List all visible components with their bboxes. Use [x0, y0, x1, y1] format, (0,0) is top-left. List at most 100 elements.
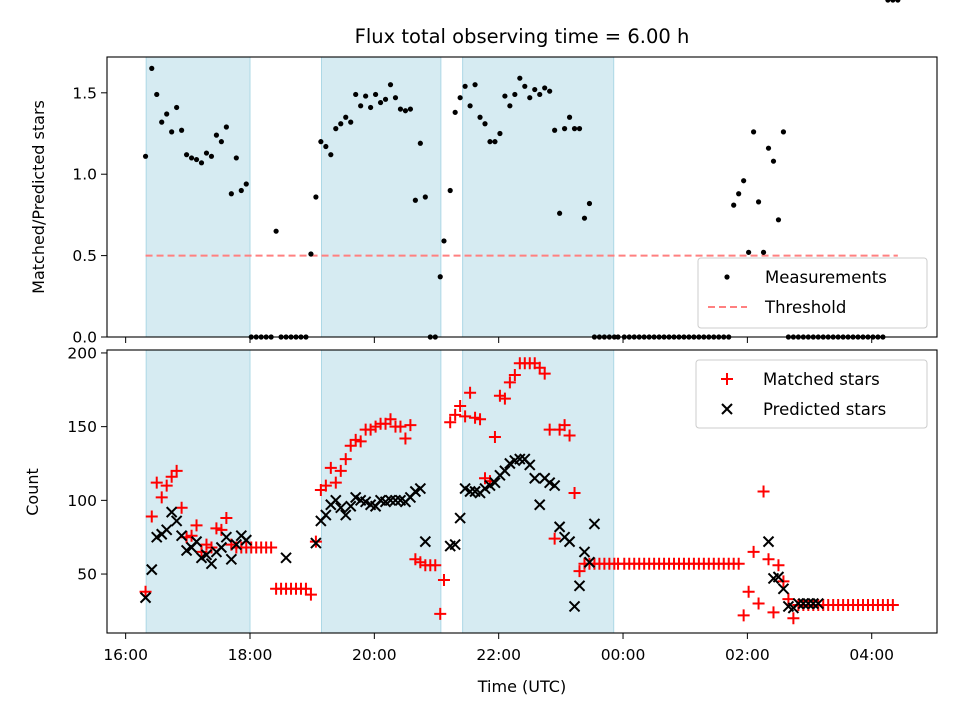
predicted-star-point: [230, 538, 243, 551]
measurement-point: [193, 156, 200, 163]
matched-star-point: [757, 485, 770, 498]
matched-star-point: [573, 565, 586, 578]
measurement-point: [154, 91, 160, 98]
measurement-point: [497, 130, 503, 137]
matched-star-point: [265, 541, 278, 554]
measurement-point: [372, 91, 379, 98]
matched-star-point: [434, 607, 447, 620]
measurement-point: [532, 86, 538, 93]
matched-star-point: [732, 557, 745, 570]
predicted-star-point: [175, 530, 188, 542]
matched-star-point: [170, 464, 183, 477]
matched-star-point: [538, 367, 551, 380]
measurement-point: [437, 274, 443, 280]
matched-star-point: [394, 420, 407, 433]
measurement-point: [382, 96, 389, 102]
matched-star-point: [139, 585, 152, 598]
measurement-point: [492, 139, 498, 145]
matched-star-point: [220, 512, 233, 525]
top-y-tick-label: 1.5: [72, 84, 97, 102]
matched-star-point: [474, 413, 487, 426]
measurement-point: [457, 95, 463, 101]
predicted-star-point: [553, 521, 566, 533]
measurement-point: [731, 202, 737, 208]
measurement-point: [313, 194, 319, 200]
measurement-point: [213, 132, 220, 138]
measurement-point: [348, 119, 354, 125]
measurement-point: [586, 200, 593, 207]
matched-star-point: [737, 609, 750, 622]
measurement-point: [318, 139, 324, 145]
bottom-y-tick-label: 50: [77, 566, 97, 584]
measurement-point: [392, 95, 399, 101]
measurement-point: [223, 124, 229, 130]
measurement-point: [487, 139, 493, 145]
top-x-ticks: [125, 337, 873, 343]
predicted-star-point: [588, 518, 601, 530]
predicted-star-point: [578, 546, 591, 558]
matched-star-point: [752, 597, 765, 610]
matched-star-point: [175, 501, 188, 514]
matched-star-point: [334, 464, 347, 477]
legend-predicted-marker: [721, 403, 733, 415]
measurement-point: [412, 197, 418, 203]
predicted-star-point: [146, 563, 158, 576]
legend-measurements-label: Measurements: [765, 268, 887, 287]
measurement-point: [502, 93, 508, 99]
x-tick-label: 02:00: [725, 646, 770, 664]
matched-star-point: [558, 419, 571, 432]
top-shade-2: [462, 56, 615, 338]
measurement-point: [159, 119, 165, 125]
legend-matched-label: Matched stars: [763, 370, 880, 389]
measurement-point: [452, 109, 458, 115]
measurement-point: [890, 0, 896, 3]
measurement-point: [552, 127, 558, 133]
predicted-star-point: [165, 506, 178, 518]
measurement-point: [482, 121, 488, 127]
matched-star-point: [404, 419, 417, 432]
predicted-star-point: [797, 597, 810, 610]
measurement-point: [576, 126, 583, 132]
matched-star-point: [508, 369, 521, 382]
matched-star-point: [319, 479, 332, 492]
predicted-star-point: [573, 580, 586, 592]
bottom-axes-frame: [106, 349, 938, 634]
measurement-point: [566, 114, 573, 120]
measurement-point: [542, 85, 548, 91]
x-tick-label: 22:00: [476, 646, 521, 664]
measurement-point: [765, 145, 772, 151]
matched-star-point: [767, 606, 780, 619]
measurement-point: [397, 106, 404, 112]
predicted-star-point: [139, 591, 152, 604]
top-y-ticks: 0.0 0.5 1.0 1.5: [72, 84, 107, 347]
measurement-point: [557, 210, 563, 216]
top-y-tick-label: 0.0: [72, 329, 97, 347]
chart-title: Flux total observing time = 6.00 h: [355, 25, 690, 48]
predicted-star-point: [568, 600, 581, 613]
top-y-axis-label: Matched/Predicted stars: [29, 100, 48, 294]
measurement-point: [736, 191, 742, 197]
top-shade-0: [145, 56, 251, 338]
measurement-point: [507, 103, 513, 109]
measurement-point: [183, 152, 190, 158]
measurement-point: [775, 217, 782, 223]
matched-star-point: [190, 519, 203, 532]
top-y-tick-label: 0.5: [72, 247, 97, 265]
matched-star-point: [454, 400, 467, 413]
measurement-point: [149, 65, 155, 71]
predicted-star-point: [330, 494, 342, 507]
measurement-point: [581, 215, 588, 221]
matched-star-point: [548, 532, 561, 545]
measurement-point: [377, 99, 384, 106]
measurement-point: [760, 249, 767, 255]
measurement-point: [467, 103, 473, 109]
top-panel: 0.0 0.5 1.0 1.5 Matched/Predicted stars Mea…: [29, 0, 938, 347]
predicted-star-point: [200, 549, 213, 561]
measurement-point: [203, 150, 210, 156]
measurement-point: [561, 126, 568, 132]
predicted-star-point: [563, 535, 576, 548]
measurement-point: [547, 88, 553, 94]
predicted-star-point: [464, 485, 476, 498]
measurement-point: [895, 0, 901, 3]
measurement-point: [243, 181, 249, 187]
